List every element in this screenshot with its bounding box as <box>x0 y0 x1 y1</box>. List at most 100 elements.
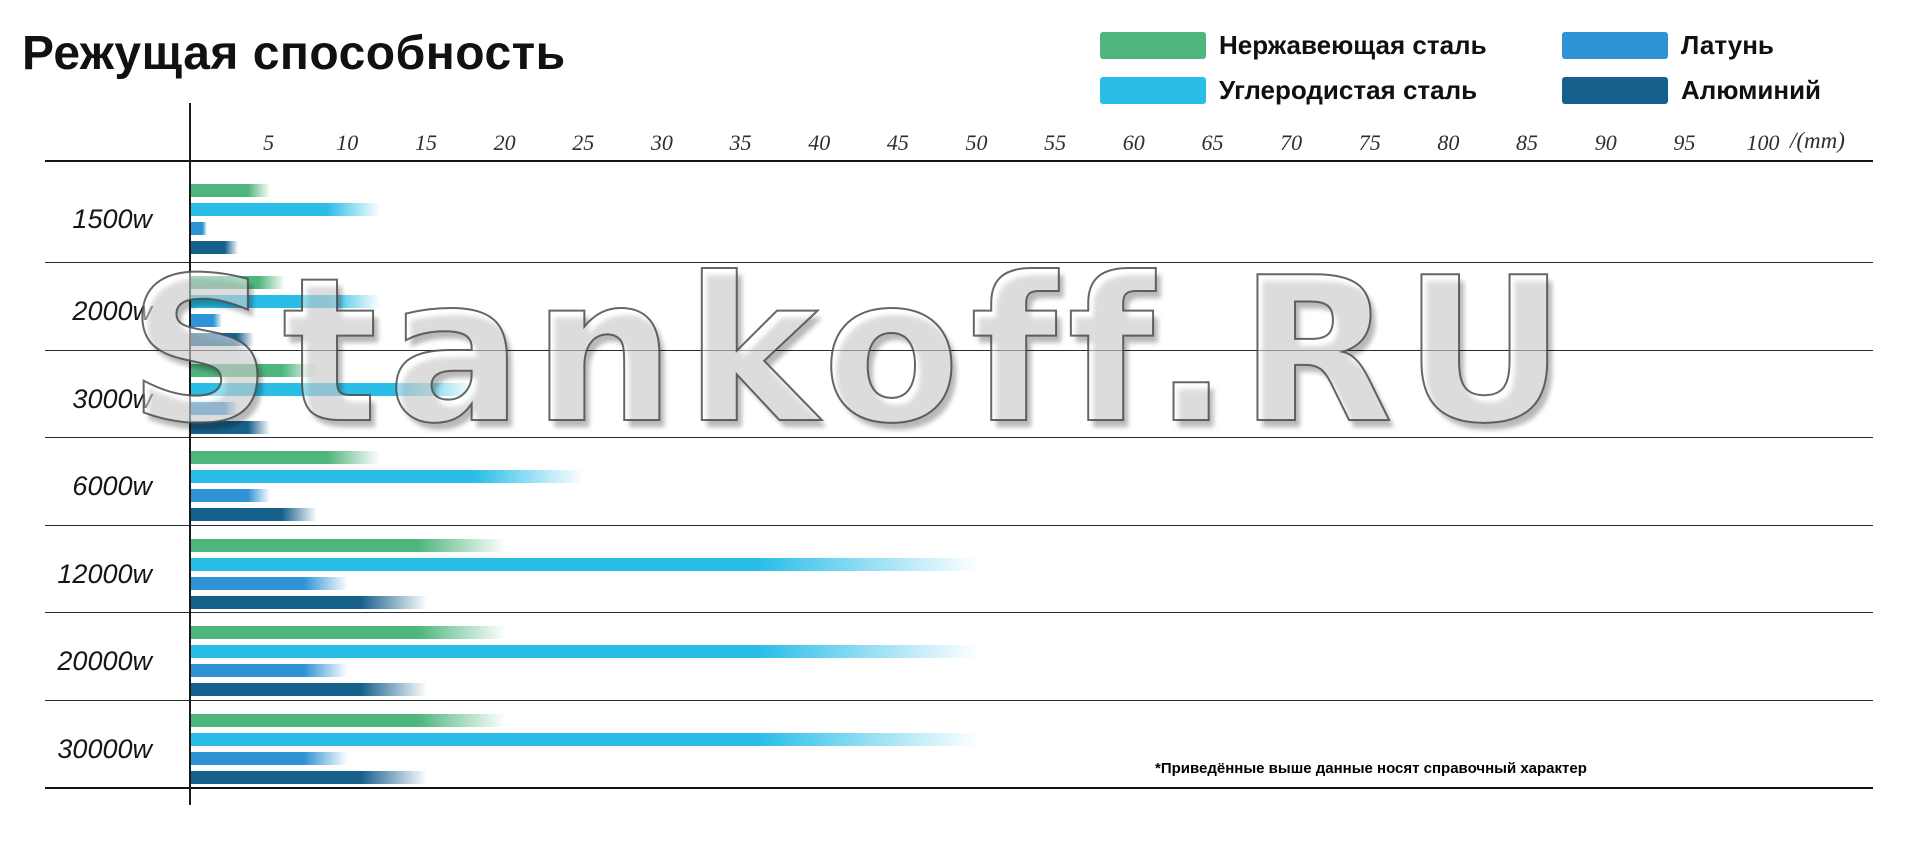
bar-carbon <box>191 645 978 658</box>
bar-aluminum <box>191 333 254 346</box>
row-label: 2000w <box>72 295 152 326</box>
power-row-12000w: 12000w <box>0 525 1920 612</box>
row-label-box: 30000w <box>40 714 152 784</box>
legend-swatch-stainless <box>1100 32 1206 59</box>
bar-brass <box>191 752 349 765</box>
bar-stainless <box>191 184 270 197</box>
x-axis-tick: 95 <box>1673 130 1696 155</box>
x-axis-tick: 65 <box>1201 130 1224 155</box>
bar-brass <box>191 402 239 415</box>
bar-carbon <box>191 203 380 216</box>
x-axis-tick: 20 <box>493 130 516 155</box>
x-axis-tick: 10 <box>336 130 359 155</box>
x-axis-tick: 30 <box>650 130 673 155</box>
x-axis-tick: 90 <box>1594 130 1617 155</box>
y-axis-line <box>189 103 191 805</box>
row-label: 6000w <box>72 470 152 501</box>
bar-group <box>191 451 585 527</box>
bar-brass <box>191 489 270 502</box>
power-row-20000w: 20000w <box>0 612 1920 700</box>
bar-group <box>191 539 978 615</box>
bar-aluminum <box>191 683 427 696</box>
power-row-6000w: 6000w <box>0 437 1920 525</box>
row-label-box: 20000w <box>40 626 152 696</box>
bar-group <box>191 184 380 260</box>
bar-aluminum <box>191 241 239 254</box>
footnote: *Приведённые выше данные носят справочны… <box>1155 760 1587 777</box>
row-separator-line <box>45 160 1873 162</box>
row-separator-line <box>45 787 1873 789</box>
chart-title: Режущая способность <box>22 27 566 80</box>
row-label: 3000w <box>72 383 152 414</box>
bar-stainless <box>191 276 286 289</box>
row-label: 12000w <box>57 558 152 589</box>
legend: Нержавеющая сталь Латунь Углеродистая ст… <box>1100 30 1821 106</box>
x-axis-tick: 100 <box>1746 130 1780 155</box>
x-axis-tick: 70 <box>1280 130 1303 155</box>
bar-brass <box>191 314 223 327</box>
x-axis-tick: 50 <box>965 130 988 155</box>
row-label: 20000w <box>57 645 152 676</box>
x-axis-tick: 35 <box>729 130 752 155</box>
x-axis-tick: 25 <box>572 130 595 155</box>
x-axis-tick: 60 <box>1122 130 1145 155</box>
bar-aluminum <box>191 596 427 609</box>
legend-swatch-aluminum <box>1562 77 1668 104</box>
bar-stainless <box>191 364 317 377</box>
legend-label-carbon: Углеродистая сталь <box>1219 75 1478 105</box>
legend-item-stainless: Нержавеющая сталь <box>1100 30 1562 61</box>
x-axis-tick: 40 <box>808 130 831 155</box>
legend-item-brass: Латунь <box>1562 30 1821 61</box>
x-axis-tick: 80 <box>1437 130 1460 155</box>
bar-carbon <box>191 295 380 308</box>
bar-carbon <box>191 383 475 396</box>
row-separator-line <box>45 350 1873 351</box>
legend-swatch-carbon <box>1100 77 1206 104</box>
bar-aluminum <box>191 508 317 521</box>
bar-stainless <box>191 539 506 552</box>
row-label-box: 6000w <box>40 451 152 521</box>
x-axis-tick: 85 <box>1516 130 1539 155</box>
legend-label-stainless: Нержавеющая сталь <box>1219 30 1487 60</box>
bar-group <box>191 364 475 440</box>
bar-aluminum <box>191 421 270 434</box>
x-axis-tick: 45 <box>886 130 909 155</box>
legend-item-aluminum: Алюминий <box>1562 75 1821 106</box>
bar-group <box>191 276 380 352</box>
bar-brass <box>191 577 349 590</box>
power-row-1500w: 1500w <box>0 161 1920 262</box>
legend-swatch-brass <box>1562 32 1668 59</box>
bar-aluminum <box>191 771 427 784</box>
bar-brass <box>191 222 207 235</box>
legend-label-aluminum: Алюминий <box>1681 75 1822 105</box>
row-label-box: 3000w <box>40 364 152 434</box>
power-row-30000w: 30000w <box>0 700 1920 787</box>
bar-group <box>191 714 978 790</box>
row-separator-line <box>45 612 1873 613</box>
row-label-box: 1500w <box>40 184 152 254</box>
x-axis-tick: 5 <box>263 130 275 155</box>
row-separator-line <box>45 437 1873 438</box>
power-row-3000w: 3000w <box>0 350 1920 437</box>
legend-label-brass: Латунь <box>1681 30 1774 60</box>
bar-group <box>191 626 978 702</box>
x-axis-tick: 75 <box>1358 130 1381 155</box>
row-separator-line <box>45 262 1873 263</box>
bar-carbon <box>191 733 978 746</box>
bar-stainless <box>191 626 506 639</box>
x-axis-unit-label: /(mm) <box>1790 128 1845 153</box>
row-label: 1500w <box>72 203 152 234</box>
row-label-box: 2000w <box>40 276 152 346</box>
power-row-2000w: 2000w <box>0 262 1920 350</box>
bar-brass <box>191 664 349 677</box>
row-separator-line <box>45 525 1873 526</box>
bar-stainless <box>191 714 506 727</box>
bar-carbon <box>191 470 585 483</box>
x-axis-tick: 15 <box>414 130 437 155</box>
x-axis-tick: 55 <box>1044 130 1067 155</box>
row-label-box: 12000w <box>40 539 152 609</box>
bar-stainless <box>191 451 380 464</box>
legend-item-carbon: Углеродистая сталь <box>1100 75 1562 106</box>
row-label: 30000w <box>57 733 152 764</box>
